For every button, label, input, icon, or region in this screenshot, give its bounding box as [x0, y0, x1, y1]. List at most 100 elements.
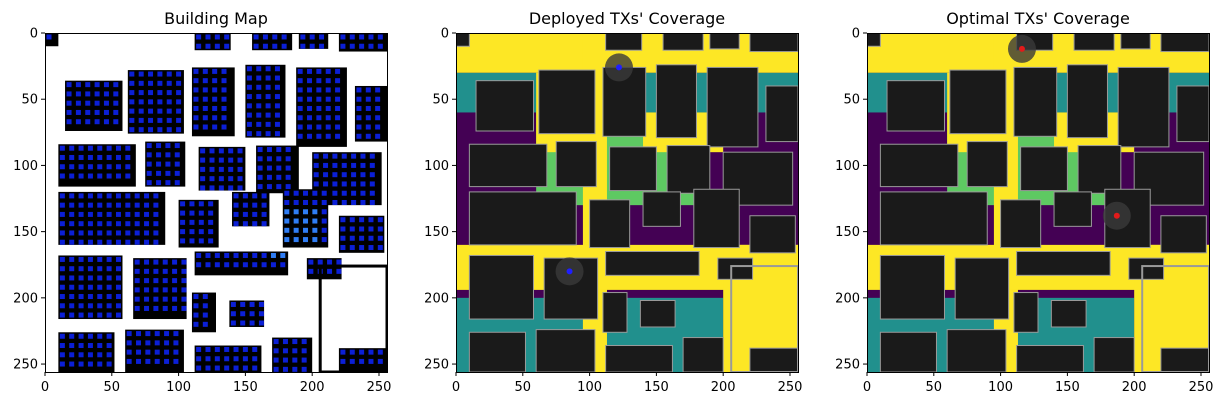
candidate-point: [144, 211, 150, 217]
candidate-point: [174, 180, 180, 186]
candidate-point: [69, 193, 75, 199]
candidate-point: [103, 109, 109, 115]
candidate-point: [285, 165, 291, 171]
candidate-point: [205, 34, 211, 40]
candidate-point: [59, 230, 65, 236]
candidate-point: [69, 239, 75, 245]
building: [468, 191, 577, 246]
candidate-point: [115, 230, 121, 236]
candidate-point: [87, 284, 93, 290]
candidate-point: [332, 200, 338, 205]
candidate-point: [165, 170, 171, 176]
candidate-point: [323, 172, 329, 178]
candidate-point: [316, 78, 322, 84]
x-tick-label: 200: [1122, 380, 1147, 395]
candidate-point: [242, 365, 248, 371]
candidate-point: [148, 90, 154, 96]
candidate-point: [335, 133, 341, 139]
candidate-point: [312, 227, 318, 233]
candidate-point: [153, 193, 159, 199]
candidate-point: [261, 221, 267, 227]
candidate-point: [284, 218, 290, 224]
candidate-point: [208, 229, 214, 235]
candidate-point: [265, 131, 271, 137]
candidate-point: [208, 201, 214, 207]
candidate-point: [153, 259, 159, 265]
building: [609, 146, 657, 192]
candidate-point: [94, 91, 100, 97]
candidate-point: [106, 352, 112, 358]
candidate-point: [87, 343, 93, 349]
candidate-point: [340, 217, 346, 223]
candidate-point: [78, 173, 84, 179]
candidate-point: [237, 176, 243, 182]
x-tick-label: 100: [166, 380, 191, 395]
candidate-point: [148, 108, 154, 114]
candidate-point: [103, 119, 109, 125]
candidate-point: [212, 124, 218, 130]
candidate-point: [181, 278, 187, 284]
candidate-point: [157, 117, 163, 123]
plot-frame: [45, 33, 388, 373]
candidate-point: [164, 358, 170, 364]
candidate-point: [75, 119, 81, 125]
candidate-point: [193, 87, 199, 93]
chart-title: Optimal TXs' Coverage: [946, 9, 1130, 28]
candidate-point: [242, 202, 248, 208]
candidate-point: [325, 124, 331, 130]
building: [1016, 250, 1111, 276]
candidate-point: [193, 303, 199, 309]
candidate-point: [69, 230, 75, 236]
candidate-point: [78, 352, 84, 358]
candidate-point: [97, 275, 103, 281]
candidate-point: [59, 312, 65, 318]
candidate-point: [301, 357, 307, 363]
candidate-point: [228, 148, 234, 154]
candidate-point: [59, 275, 65, 281]
candidate-point: [97, 256, 103, 262]
building: [749, 215, 796, 254]
candidate-point: [292, 366, 298, 372]
building: [1077, 145, 1122, 194]
candidate-point: [256, 75, 262, 81]
candidate-point: [85, 109, 91, 115]
candidate-point: [97, 333, 103, 339]
candidate-point: [321, 237, 327, 243]
candidate-point: [138, 90, 144, 96]
candidate-point: [176, 108, 182, 114]
candidate-point: [106, 202, 112, 208]
candidate-point: [340, 245, 346, 251]
candidate-point: [307, 133, 313, 139]
candidate-point: [325, 78, 331, 84]
candidate-point: [78, 211, 84, 217]
candidate-point: [66, 82, 72, 88]
candidate-point: [181, 259, 187, 265]
candidate-point: [262, 34, 268, 40]
candidate-point: [106, 173, 112, 179]
candidate-point: [359, 217, 365, 223]
candidate-point: [265, 94, 271, 100]
candidate-point: [284, 237, 290, 243]
building: [867, 33, 881, 47]
candidate-point: [97, 202, 103, 208]
candidate-point: [332, 181, 338, 187]
candidate-point: [230, 311, 236, 317]
candidate-point: [282, 366, 288, 372]
candidate-point: [106, 230, 112, 236]
candidate-point: [349, 245, 355, 251]
x-tick-label: 100: [577, 380, 602, 395]
candidate-point: [266, 184, 272, 190]
candidate-point: [106, 145, 112, 151]
x-tick-label: 50: [104, 380, 121, 395]
candidate-point: [156, 180, 162, 186]
candidate-point: [258, 320, 264, 326]
candidate-point: [256, 112, 262, 118]
candidate-point: [276, 156, 282, 162]
candidate-point: [249, 301, 255, 307]
candidate-point: [156, 143, 162, 149]
building: [1117, 66, 1170, 148]
candidate-point: [202, 124, 208, 130]
candidate-point: [368, 245, 374, 251]
candidate-point: [321, 200, 327, 205]
candidate-point: [301, 366, 307, 372]
